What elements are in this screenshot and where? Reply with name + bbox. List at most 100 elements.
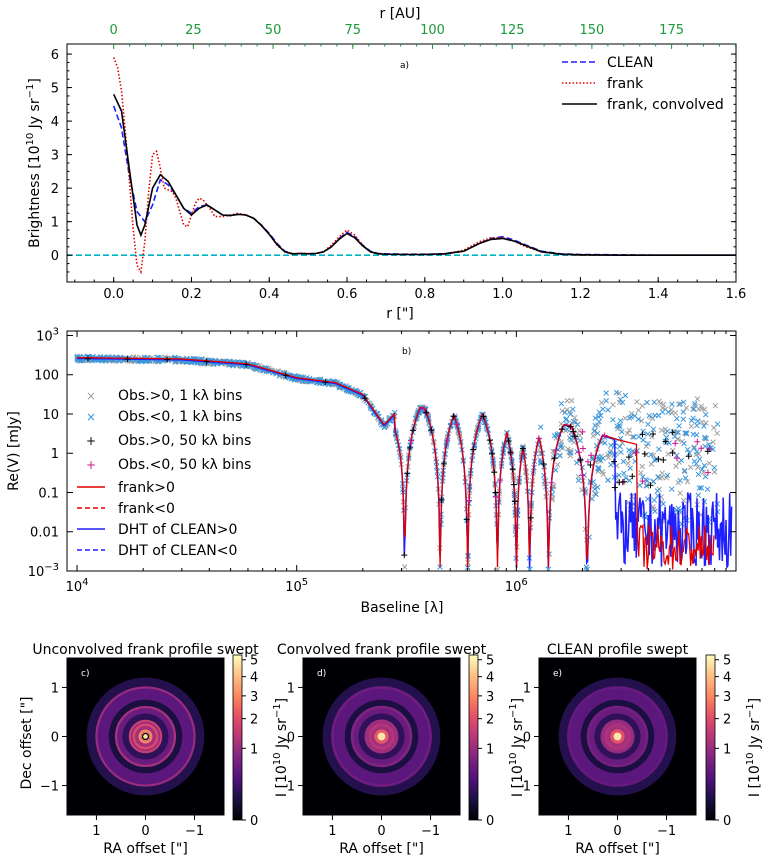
image-xtick-label: 0 (141, 824, 149, 839)
panel-b-xtick-label: 105 (285, 577, 308, 595)
panel-b-ytick-label: 0.1 (38, 486, 59, 501)
image-ytick-label: 1 (287, 681, 295, 696)
colorbar-tick-label: 0 (486, 814, 494, 829)
colorbar-label: I [1010 Jy sr−1] (745, 698, 762, 797)
panel-a-ytick-label: 3 (51, 149, 59, 164)
image-xtick-label: −1 (185, 824, 204, 839)
colorbar-tick-label: 5 (250, 654, 258, 669)
panel-a-top-tick-label: 100 (420, 23, 445, 38)
image-x-axis-label: RA offset ["] (103, 841, 188, 857)
panel-a-xtick-label: 0.4 (259, 287, 280, 302)
series-frank-convolved-line (112, 93, 736, 256)
panel-b-obs-pos-50k-points (85, 355, 711, 559)
panel-images-row: c) Unconvolved frank profile swept 1 1 0 0 −1 −… (32, 642, 762, 857)
panel-a-xtick-label: 0.2 (181, 287, 202, 302)
legend-dht-pos-label: DHT of CLEAN>0 (118, 522, 237, 538)
panel-b-visibilities: 104 105 106 103 100 10 1 0.1 0.01 10−3 b) Baselin… (6, 326, 737, 616)
image-x-axis-label: RA offset ["] (339, 841, 424, 857)
panel-a-xtick-label: 0.0 (103, 287, 124, 302)
image-panel-title: CLEAN profile swept (547, 642, 689, 658)
colorbar-label: I [1010 Jy sr−1] (272, 698, 290, 797)
image-bright-ring (95, 686, 196, 787)
image-xtick-label: −1 (657, 824, 676, 839)
panel-a-x-axis-label: r ["] (386, 306, 414, 322)
image-xtick-label: 0 (613, 824, 621, 839)
image-ytick-label: −1 (40, 780, 59, 795)
panel-a-xtick-label: 1.4 (648, 287, 669, 302)
panel-b-y-axis-label: Re(V) [mJy] (6, 411, 22, 491)
panel-a-top-tick-label: 150 (579, 23, 604, 38)
image-bright-ring (364, 719, 399, 754)
panel-b-ytick-label: 10 (42, 408, 59, 423)
panel-a-ytick-label: 1 (51, 216, 59, 231)
image-bright-ring (331, 686, 432, 787)
image-xtick-label: 1 (92, 824, 100, 839)
legend-clean-label: CLEAN (607, 55, 653, 71)
image-bright-ring (586, 705, 649, 768)
legend-obs-neg-50k-label: Obs.<0, 50 kλ bins (118, 457, 251, 473)
colorbar-tick-label: 3 (486, 690, 494, 705)
legend-frank-convolved-label: frank, convolved (607, 97, 724, 113)
image-ytick-label: 0 (523, 731, 531, 746)
legend-obs-neg-1k-marker: × (86, 410, 96, 424)
image-panel-title: Convolved frank profile swept (277, 642, 487, 658)
image-bright-ring (374, 729, 389, 744)
legend-obs-pos-1k-marker: × (86, 389, 96, 403)
panel-a-xtick-label: 1.2 (570, 287, 591, 302)
legend-obs-pos-50k-marker: + (86, 434, 96, 448)
image-bright-ring (114, 705, 177, 768)
panel-b-legend: × Obs.>0, 1 kλ bins × Obs.<0, 1 kλ bins … (77, 388, 251, 559)
panel-a-top-tick-label: 50 (265, 23, 282, 38)
colorbar-tick-label: 2 (250, 713, 258, 728)
image-xtick-label: 1 (328, 824, 336, 839)
panel-a-ytick-label: 6 (51, 48, 59, 63)
image-bright-ring (567, 686, 668, 787)
colorbar-tick-label: 5 (723, 654, 731, 669)
legend-obs-neg-1k-label: Obs.<0, 1 kλ bins (118, 409, 242, 425)
panel-a-xtick-label: 1.0 (492, 287, 513, 302)
panel-b-ytick-label: 103 (36, 326, 59, 344)
panel-a-brightness-profile: 0.0 0.2 0.4 0.6 0.8 1.0 1.2 1.4 1.6 0 1 2 3 4 5 6 0 25 50 7… (25, 6, 746, 322)
panel-b-ytick-label: 100 (34, 369, 59, 384)
image-core (377, 732, 386, 741)
image-bright-ring (132, 723, 159, 750)
image-x-axis-label: RA offset ["] (575, 841, 660, 857)
series-clean-line (112, 105, 736, 256)
panel-a-xtick-label: 0.6 (337, 287, 358, 302)
panel-a-xtick-label: 0.8 (414, 287, 435, 302)
image-ytick-label: −1 (512, 780, 531, 795)
image-panel-label: c) (81, 669, 89, 679)
panel-b-xtick-label: 106 (505, 577, 528, 595)
image-bright-ring (138, 729, 153, 744)
colorbar-tick-label: 2 (723, 713, 731, 728)
panel-a-top-tick-label: 75 (345, 23, 362, 38)
image-panel-label: e) (553, 669, 562, 679)
legend-obs-neg-50k-marker: + (86, 458, 96, 472)
colorbar-tick-label: 4 (250, 671, 258, 686)
legend-obs-pos-1k-label: Obs.>0, 1 kλ bins (118, 388, 242, 404)
panel-b-ytick-label: 0.01 (30, 526, 59, 541)
image-panel-c: c) Unconvolved frank profile swept 1 1 0 0 −1 −… (32, 642, 290, 857)
panel-a-ytick-label: 4 (51, 115, 59, 130)
image-xtick-label: 1 (564, 824, 572, 839)
image-xtick-label: −1 (421, 824, 440, 839)
panel-a-top-tick-label: 0 (110, 23, 118, 38)
panel-a-y-axis-label: Brightness [1010 Jy sr−1] (25, 78, 43, 248)
panel-a-label: a) (400, 61, 409, 71)
panel-b-frank-line (77, 356, 715, 570)
colorbar (468, 654, 479, 821)
image-ytick-label: 0 (51, 731, 59, 746)
panel-b-ytick-label: 10−3 (28, 562, 59, 580)
panel-a-top-tick-label: 125 (500, 23, 525, 38)
colorbar (232, 654, 243, 821)
image-bright-ring (604, 723, 631, 750)
image-y-axis-label: Dec offset ["] (19, 697, 35, 790)
colorbar-tick-label: 0 (250, 814, 258, 829)
image-panel-e: e) CLEAN profile swept 1 1 0 0 −1 −1 RA offset [… (512, 642, 762, 857)
panel-b-x-axis-label: Baseline [λ] (360, 600, 443, 616)
panel-b-ytick-label: 1 (51, 447, 59, 462)
image-ytick-label: 1 (523, 681, 531, 696)
panel-a-xtick-label: 1.6 (726, 287, 747, 302)
panel-a-top-tick-label: 25 (185, 23, 202, 38)
